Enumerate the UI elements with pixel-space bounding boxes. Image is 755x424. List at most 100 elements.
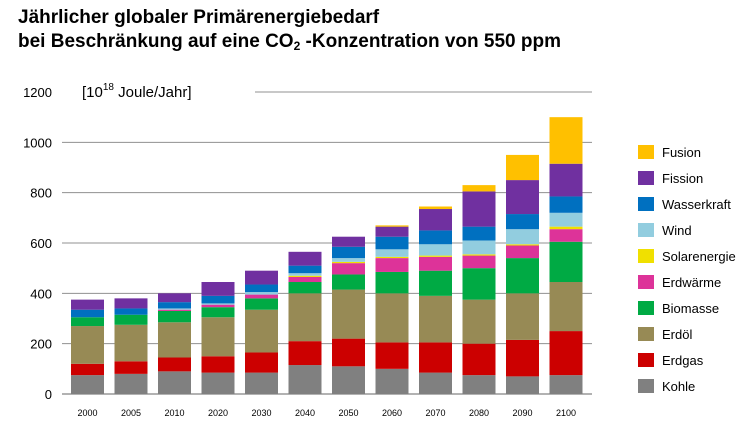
bar-segment-wind	[506, 229, 539, 245]
bar-segment-kohle	[245, 372, 278, 394]
bar-segment-kohle	[506, 376, 539, 394]
bar-segment-biomasse	[114, 314, 148, 325]
bar-stack	[245, 270, 278, 394]
bar-segment-wasserkraft	[462, 226, 496, 241]
y-tick-label: 400	[30, 286, 52, 301]
bar-stack	[332, 236, 365, 394]
bar-segment-solarenergie	[375, 256, 409, 259]
legend-swatch	[638, 353, 654, 367]
bar-stack	[375, 225, 409, 394]
legend-label: Erdgas	[662, 353, 704, 368]
bar-segment-biomasse	[158, 310, 191, 323]
y-tick-label: 1000	[23, 135, 52, 150]
bar-stack	[158, 293, 191, 394]
bar-segment-fission	[288, 251, 322, 266]
bar-segment-wasserkraft	[332, 246, 365, 259]
title-line-2-prefix: bei Beschränkung auf eine CO	[18, 31, 294, 52]
legend-item: Kohle	[638, 379, 695, 394]
x-tick-label: 2005	[121, 408, 141, 418]
y-axis: 0 200 400 600 800 1000 1200	[23, 85, 52, 402]
bar-segment-kohle	[462, 375, 496, 394]
bar-segment-erdgas	[245, 352, 278, 373]
bar-segment-wasserkraft	[375, 236, 409, 250]
bar-segment-erdgas	[506, 339, 539, 377]
bar-segment-erdgas	[549, 331, 583, 376]
bar-segment-erdöl	[245, 309, 278, 353]
bar-segment-erdöl	[375, 293, 409, 343]
bar-segment-erdwärme	[419, 256, 452, 271]
legend-swatch	[638, 249, 654, 263]
bar-segment-fusion	[506, 154, 539, 181]
bar-segment-wind	[419, 244, 452, 256]
bar-segment-erdwärme	[462, 255, 496, 269]
bar-segment-erdöl	[71, 326, 104, 364]
bar-segment-biomasse	[332, 274, 365, 290]
bar-segment-wasserkraft	[201, 295, 235, 304]
bar-segment-wind	[158, 308, 191, 310]
bar-segment-fission	[114, 298, 148, 309]
legend-swatch	[638, 145, 654, 159]
x-tick-label: 2080	[469, 408, 489, 418]
title-line-2: bei Beschränkung auf eine CO2 -Konzentra…	[18, 30, 561, 58]
bar-segment-biomasse	[288, 282, 322, 294]
bar-segment-erdgas	[419, 342, 452, 373]
bar-series	[71, 117, 583, 394]
bar-segment-erdöl	[462, 299, 496, 344]
bar-segment-kohle	[549, 375, 583, 394]
bar-stack	[462, 185, 496, 394]
bar-stack	[201, 282, 235, 394]
bar-segment-kohle	[114, 373, 148, 394]
bar-segment-wasserkraft	[114, 308, 148, 315]
bar-segment-fission	[506, 180, 539, 215]
legend-swatch	[638, 327, 654, 341]
bar-segment-erdgas	[462, 343, 496, 376]
bar-segment-erdwärme	[549, 229, 583, 242]
legend-label: Fission	[662, 171, 703, 186]
bar-segment-erdwärme	[506, 245, 539, 259]
y-tick-label: 0	[45, 387, 52, 402]
bar-segment-erdgas	[288, 341, 322, 366]
legend-swatch	[638, 301, 654, 315]
y-tick-label: 800	[30, 186, 52, 201]
legend-item: Erdwärme	[638, 275, 721, 290]
bar-segment-erdgas	[114, 361, 148, 374]
bar-segment-erdwärme	[245, 294, 278, 299]
bar-segment-biomasse	[549, 241, 583, 283]
bar-stack	[288, 251, 322, 394]
y-tick-label: 600	[30, 236, 52, 251]
bar-segment-solarenergie	[332, 261, 365, 264]
bar-segment-wind	[549, 212, 583, 227]
bar-segment-erdwärme	[288, 276, 322, 283]
x-tick-label: 2030	[251, 408, 271, 418]
bar-stack	[71, 299, 104, 394]
bar-segment-fission	[245, 270, 278, 285]
y-tick-label: 200	[30, 337, 52, 352]
bar-segment-wind	[462, 240, 496, 255]
title-line-1: Jährlicher globaler Primärenergiebedarf	[18, 7, 380, 28]
bar-segment-erdöl	[201, 317, 235, 357]
bar-segment-erdöl	[506, 293, 539, 340]
bar-segment-erdöl	[549, 282, 583, 332]
bar-stack	[114, 298, 148, 394]
legend-item: Solarenergie	[638, 249, 736, 264]
legend-item: Fission	[638, 171, 703, 186]
title-subscript: 2	[293, 39, 301, 53]
chart-title: Jährlicher globaler Primärenergiebedarf …	[18, 6, 561, 58]
bar-segment-wasserkraft	[419, 230, 452, 245]
legend-item: Fusion	[638, 145, 701, 160]
title-line-2-suffix: -Konzentration von 550 ppm	[300, 31, 562, 52]
x-tick-label: 2020	[208, 408, 228, 418]
legend-swatch	[638, 223, 654, 237]
bar-segment-fission	[201, 282, 235, 296]
x-tick-label: 2040	[295, 408, 315, 418]
bar-segment-wind	[375, 249, 409, 257]
bar-segment-kohle	[419, 372, 452, 394]
unit-label: [1018 Joule/Jahr]	[82, 82, 192, 101]
bar-segment-erdgas	[332, 338, 365, 367]
bar-segment-wind	[245, 292, 278, 295]
legend-label: Wasserkraft	[662, 197, 731, 212]
legend-swatch	[638, 197, 654, 211]
bar-segment-solarenergie	[506, 244, 539, 246]
bar-segment-kohle	[332, 366, 365, 394]
